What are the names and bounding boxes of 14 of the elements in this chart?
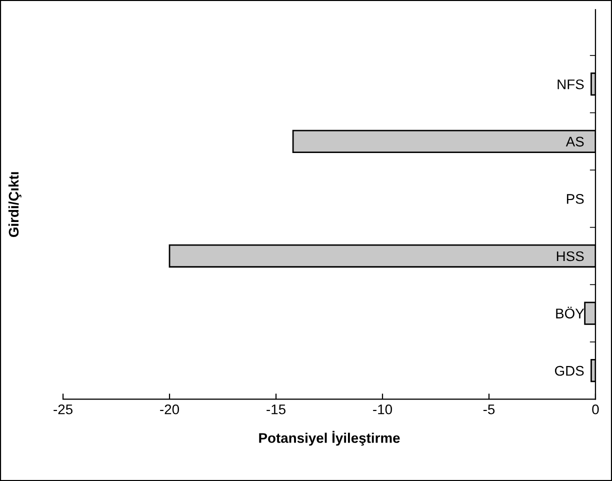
y-tick-label: GDS <box>554 366 584 376</box>
x-axis-title: Potansiyel İyileştirme <box>259 430 400 446</box>
y-tick-label: HSS <box>556 251 584 262</box>
x-tick-label: -20 <box>160 404 180 414</box>
y-tick-label: AS <box>566 136 584 147</box>
y-axis-title: Girdi/Çıktı <box>8 172 22 238</box>
x-tick-label: -25 <box>54 404 72 414</box>
x-tick-label: -5 <box>483 404 495 414</box>
x-tick-label: -10 <box>373 404 392 414</box>
x-tick-label: -15 <box>266 404 286 414</box>
y-tick-label: PS <box>566 194 584 204</box>
x-tick-label: 0 <box>592 404 599 414</box>
y-tick-label: NFS <box>558 79 584 90</box>
y-tick-label: BÖY <box>556 306 584 318</box>
